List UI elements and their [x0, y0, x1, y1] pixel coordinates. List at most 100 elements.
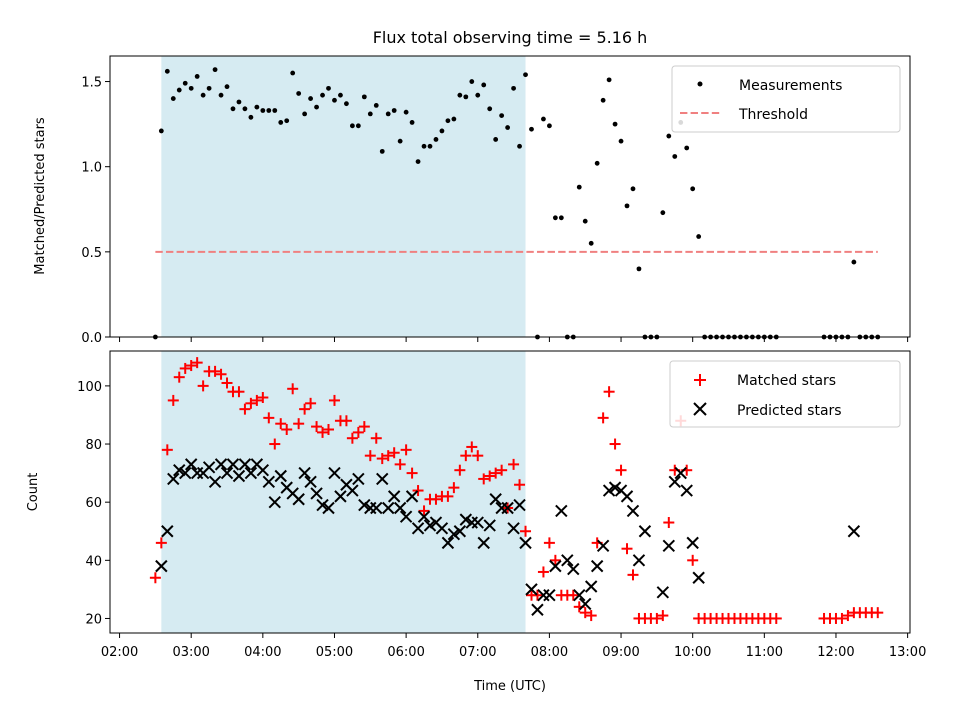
matched-star-point	[281, 423, 293, 435]
measurement-point	[361, 94, 367, 100]
matched-star-point	[687, 554, 699, 566]
matched-star-point	[251, 394, 263, 406]
predicted-star-point	[393, 501, 407, 515]
matched-star-point	[531, 589, 543, 601]
measurement-point	[606, 77, 612, 83]
x-tick-label: 11:00	[746, 645, 783, 660]
measurement-point	[379, 148, 385, 154]
measurement-point	[481, 82, 487, 88]
legend-measurements-label: Measurements	[739, 78, 842, 94]
predicted-star-point	[507, 522, 520, 535]
predicted-star-point	[453, 525, 467, 538]
measurement-point	[672, 154, 678, 159]
measurement-point	[576, 184, 582, 190]
matched-star-point	[173, 371, 185, 383]
predicted-star-point	[399, 510, 413, 523]
matched-star-point	[149, 572, 161, 584]
top-legend-box	[671, 65, 901, 133]
bottom-panel: 20 40 60 80 100 02:00 03:00 04:00 05:00 06:00 07:…	[26, 350, 926, 694]
predicted-star-point	[561, 554, 574, 567]
measurement-point	[349, 123, 355, 129]
predicted-star-point	[459, 513, 473, 526]
matched-star-point	[155, 537, 167, 549]
matched-star-point	[311, 421, 323, 433]
measurement-point	[391, 108, 397, 113]
matched-star-point	[514, 479, 526, 491]
matched-star-point	[406, 467, 418, 479]
matched-star-point	[585, 610, 597, 622]
matched-star-point	[239, 403, 251, 415]
top-panel: 0.0 0.5 1.0 1.5 Flux total observing time =…	[33, 28, 911, 346]
matched-star-point	[358, 421, 370, 433]
matched-star-point	[388, 447, 400, 459]
legend-matched-marker	[694, 374, 706, 386]
matched-star-point	[167, 394, 179, 406]
legend-predicted-marker	[693, 402, 707, 416]
x-tick-label: 03:00	[172, 645, 209, 660]
measurement-point	[552, 215, 558, 221]
matched-star-point	[185, 360, 197, 372]
predicted-star-point	[161, 525, 174, 538]
measurement-point	[523, 72, 528, 78]
predicted-star-point	[567, 562, 580, 576]
bottom-legend-box	[669, 360, 901, 428]
predicted-star-point	[155, 559, 168, 573]
measurement-point	[176, 87, 182, 93]
y-tick-label: 80	[85, 438, 102, 453]
top-y-label: Matched/Predicted stars	[33, 117, 48, 275]
predicted-star-point	[226, 458, 240, 471]
measurement-point	[397, 138, 403, 144]
predicted-star-point	[358, 498, 371, 512]
x-tick-label: 06:00	[387, 645, 424, 660]
predicted-star-point	[232, 469, 246, 483]
measurement-point	[493, 137, 499, 142]
measurement-point	[320, 92, 325, 98]
measurement-point	[433, 137, 439, 142]
matched-star-point	[448, 482, 460, 494]
predicted-star-point	[680, 484, 693, 497]
measurement-point	[385, 111, 391, 117]
measurement-point	[660, 210, 666, 216]
predicted-star-point	[411, 522, 425, 535]
matched-star-point	[567, 589, 579, 601]
matched-star-point	[418, 505, 430, 517]
predicted-star-point	[489, 493, 502, 506]
measurement-point	[278, 120, 284, 125]
x-tick-label: 02:00	[101, 645, 138, 660]
measurement-point	[541, 116, 546, 122]
observing-span-top	[161, 56, 526, 337]
matched-star-point	[323, 423, 335, 435]
measurement-point	[529, 126, 534, 132]
measurement-point	[373, 102, 379, 108]
predicted-star-point	[173, 463, 186, 477]
predicted-star-point	[334, 490, 347, 503]
measurement-point	[594, 160, 600, 166]
top-legend: Measurements Threshold	[671, 65, 901, 133]
predicted-star-point	[244, 466, 258, 480]
predicted-star-point	[692, 571, 705, 584]
predicted-star-point	[674, 466, 687, 480]
measurement-point	[338, 92, 343, 98]
measurement-point	[260, 108, 266, 113]
x-tick-label: 13:00	[889, 645, 926, 660]
matched-star-point	[615, 464, 627, 476]
matched-star-point	[508, 458, 520, 470]
matched-star-point	[621, 543, 633, 555]
predicted-star-point	[435, 522, 449, 535]
matched-star-point	[209, 365, 221, 377]
measurement-point	[547, 123, 552, 129]
measurement-point	[600, 97, 606, 103]
measurement-point	[469, 79, 475, 84]
measurement-point	[439, 128, 445, 134]
measurement-point	[242, 106, 248, 112]
predicted-star-point	[847, 525, 861, 538]
matched-star-point	[257, 392, 269, 404]
x-tick-label: 05:00	[316, 645, 353, 660]
predicted-star-point	[632, 554, 646, 567]
matched-star-point	[454, 464, 466, 476]
measurement-point	[230, 106, 236, 112]
matched-star-point	[442, 490, 454, 502]
predicted-star-point	[519, 536, 532, 550]
x-axis-label: Time (UTC)	[473, 679, 546, 694]
matched-star-point	[328, 394, 340, 406]
